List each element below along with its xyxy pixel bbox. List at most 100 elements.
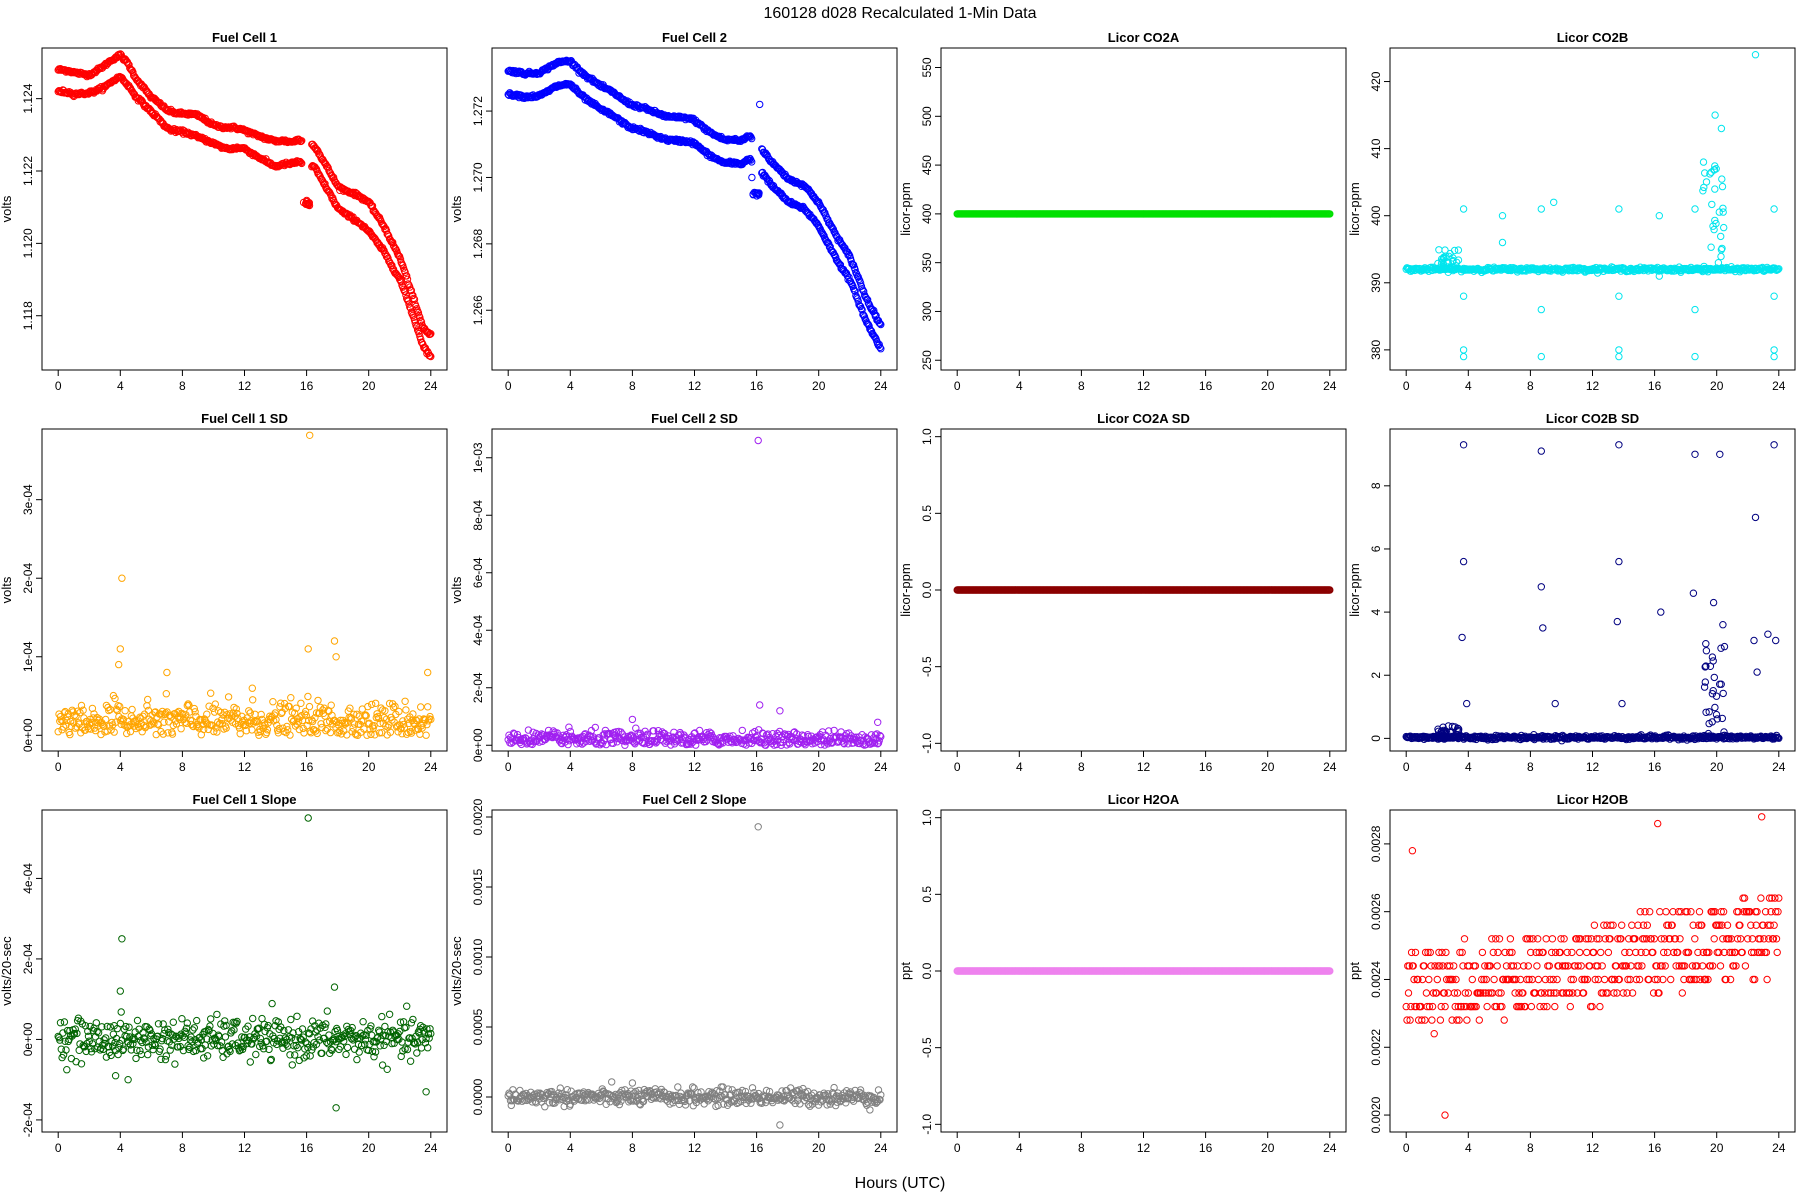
data-point xyxy=(317,720,325,728)
data-point xyxy=(692,741,700,749)
data-point xyxy=(652,739,660,747)
data-point xyxy=(427,352,435,361)
data-point xyxy=(91,726,100,735)
data-point xyxy=(150,720,158,728)
y-tick-label: 1.124 xyxy=(21,83,35,113)
data-point xyxy=(1691,205,1699,213)
data-points xyxy=(1402,51,1783,361)
data-point xyxy=(162,690,171,698)
data-points xyxy=(54,431,435,739)
data-point xyxy=(195,724,203,732)
data-point xyxy=(163,668,171,677)
data-point xyxy=(291,709,299,717)
y-axis-label: volts xyxy=(0,576,14,603)
data-point xyxy=(509,729,518,737)
data-point xyxy=(628,732,636,740)
data-point xyxy=(172,717,180,725)
y-axis-label: volts xyxy=(449,195,464,222)
data-point xyxy=(664,735,672,743)
y-tick-label: 4 xyxy=(1369,608,1383,615)
data-point xyxy=(412,321,420,330)
data-point xyxy=(152,730,160,739)
y-axis-label: licor-ppm xyxy=(1347,563,1362,616)
data-point xyxy=(74,719,83,727)
plot-frame xyxy=(491,47,898,371)
x-tick-label: 12 xyxy=(238,379,252,393)
data-point xyxy=(71,724,80,732)
data-point xyxy=(1550,198,1558,207)
data-point xyxy=(333,180,341,189)
data-point xyxy=(668,135,676,144)
x-tick-label: 24 xyxy=(1772,379,1786,393)
data-point xyxy=(350,720,359,728)
data-point xyxy=(224,693,233,701)
data-point xyxy=(756,100,764,109)
data-point xyxy=(311,714,319,722)
data-point xyxy=(277,699,285,707)
data-point xyxy=(313,146,321,154)
data-point xyxy=(132,724,140,733)
data-point xyxy=(277,709,286,718)
data-point xyxy=(371,731,379,739)
data-point xyxy=(413,323,421,331)
data-point xyxy=(332,653,340,661)
data-point xyxy=(115,660,123,669)
y-tick-label: 380 xyxy=(1369,340,1383,360)
data-point xyxy=(426,352,434,360)
data-point xyxy=(242,727,251,735)
data-point xyxy=(294,718,303,726)
y-tick-label: 1e-03 xyxy=(471,442,485,473)
x-tick-label: 24 xyxy=(1323,760,1337,774)
data-point xyxy=(1691,352,1699,361)
data-point xyxy=(1655,272,1664,280)
data-point xyxy=(210,727,218,736)
data-point xyxy=(298,159,306,168)
data-point xyxy=(393,271,402,280)
x-tick-label: 24 xyxy=(424,379,438,393)
data-point xyxy=(834,258,842,266)
data-point xyxy=(389,703,398,712)
x-tick-label: 16 xyxy=(1648,760,1662,774)
data-point xyxy=(859,740,867,748)
data-point xyxy=(264,135,272,143)
y-tick-label: 0.0 xyxy=(920,581,934,598)
data-point xyxy=(1537,305,1546,314)
data-point xyxy=(1712,219,1720,228)
y-tick-label: 400 xyxy=(920,204,934,224)
data-point xyxy=(286,731,294,739)
data-point xyxy=(211,700,220,708)
data-point xyxy=(205,702,213,710)
x-tick-label: 16 xyxy=(1648,379,1662,393)
data-point xyxy=(272,715,280,724)
data-point xyxy=(213,728,221,736)
data-point xyxy=(297,699,305,707)
data-point xyxy=(324,706,332,715)
data-point xyxy=(870,739,879,747)
y-tick-label: -0.5 xyxy=(920,656,934,677)
data-point xyxy=(840,740,848,748)
data-point xyxy=(871,731,880,739)
data-point xyxy=(1449,254,1457,262)
data-point xyxy=(399,717,407,725)
y-axis-label: licor-ppm xyxy=(898,563,913,616)
data-point xyxy=(612,728,620,736)
data-point xyxy=(177,725,185,733)
y-tick-label: 400 xyxy=(1369,205,1383,225)
data-point xyxy=(830,726,838,735)
data-point xyxy=(190,704,199,713)
data-point xyxy=(424,668,432,677)
data-point xyxy=(222,724,230,732)
data-points xyxy=(504,436,885,749)
data-point xyxy=(401,268,409,276)
data-point xyxy=(200,725,208,734)
data-point xyxy=(1326,210,1334,218)
data-point xyxy=(400,724,409,732)
data-point xyxy=(381,707,389,715)
data-point xyxy=(63,716,71,725)
data-point xyxy=(191,708,199,716)
data-point xyxy=(368,202,377,210)
data-point xyxy=(317,175,325,183)
x-tick-label: 8 xyxy=(179,760,186,774)
y-tick-label: 500 xyxy=(920,106,934,126)
